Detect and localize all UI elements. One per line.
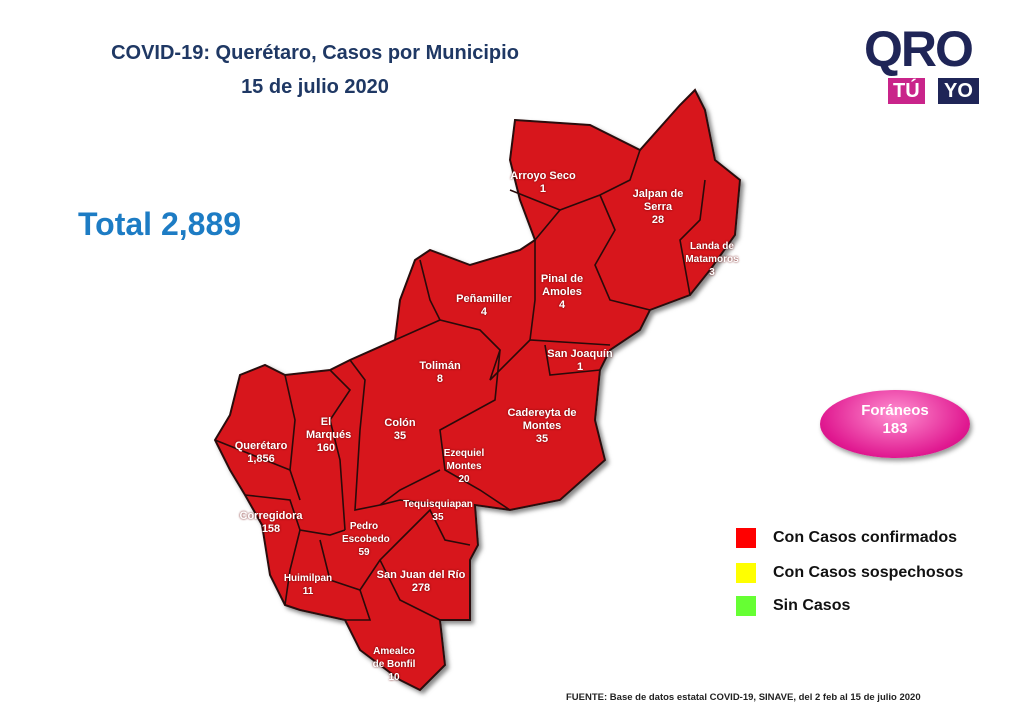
legend-swatch-green bbox=[736, 596, 756, 616]
municipio-label-pedro-escobedo: Pedro Escobedo 59 bbox=[342, 521, 390, 558]
municipio-label-tequisquiapan: Tequisquiapan 35 bbox=[403, 499, 473, 523]
municipio-label-penamiller: Peñamiller 4 bbox=[456, 293, 512, 318]
legend-item-confirmados: Con Casos confirmados bbox=[736, 528, 957, 548]
municipio-label-landa: Landa de Matamoros 3 bbox=[685, 241, 739, 278]
legend-item-sin-casos: Sin Casos bbox=[736, 596, 850, 616]
logo-tu: TÚ bbox=[888, 78, 925, 104]
municipio-label-queretaro: Querétaro 1,856 bbox=[234, 440, 288, 465]
municipio-label-san-joaquin: San Joaquín 1 bbox=[547, 348, 613, 373]
legend-label: Con Casos confirmados bbox=[773, 529, 958, 546]
legend-label: Sin Casos bbox=[773, 597, 851, 614]
municipio-label-toliman: Tolimán 8 bbox=[419, 360, 461, 385]
municipio-label-san-juan-del-rio: San Juan del Río 278 bbox=[376, 569, 466, 594]
municipio-label-corregidora: Corregidora 158 bbox=[239, 510, 303, 535]
municipio-label-arroyo-seco: Arroyo Seco 1 bbox=[510, 170, 576, 195]
municipio-label-huimilpan: Huimilpan 11 bbox=[283, 573, 333, 597]
logo-yo: YO bbox=[938, 78, 979, 104]
legend-item-sospechosos: Con Casos sospechosos bbox=[736, 563, 963, 583]
foraneos-value: 183 bbox=[882, 420, 908, 437]
total-cases: Total 2,889 bbox=[78, 206, 242, 242]
municipal-borders bbox=[214, 149, 706, 621]
municipio-label-amealco: Amealco de Bonfil 10 bbox=[372, 646, 416, 683]
foraneos-badge: Foráneos 183 bbox=[820, 390, 970, 458]
source-footer: FUENTE: Base de datos estatal COVID-19, … bbox=[566, 692, 921, 703]
municipio-label-colon: Colón 35 bbox=[384, 417, 416, 442]
legend-swatch-yellow bbox=[736, 563, 756, 583]
municipio-label-ezequiel-montes: Ezequiel Montes 20 bbox=[443, 448, 485, 485]
legend-label: Con Casos sospechosos bbox=[773, 564, 964, 581]
date-subtitle: 15 de julio 2020 bbox=[241, 76, 389, 98]
municipio-label-cadereyta: Cadereyta de Montes 35 bbox=[507, 407, 577, 445]
state-outline bbox=[213, 88, 742, 692]
municipio-label-jalpan: Jalpan de Serra 28 bbox=[632, 188, 684, 226]
municipio-label-pinal: Pinal de Amoles 4 bbox=[540, 273, 584, 311]
municipio-label-el-marques: El Marqués 160 bbox=[306, 416, 352, 454]
logo-qro: QRO bbox=[864, 21, 974, 77]
foraneos-label: Foráneos bbox=[861, 402, 929, 419]
legend-swatch-red bbox=[736, 528, 756, 548]
title: COVID-19: Querétaro, Casos por Municipio bbox=[111, 42, 519, 64]
qro-tu-yo-logo: QRO TÚ YO bbox=[862, 21, 1002, 106]
